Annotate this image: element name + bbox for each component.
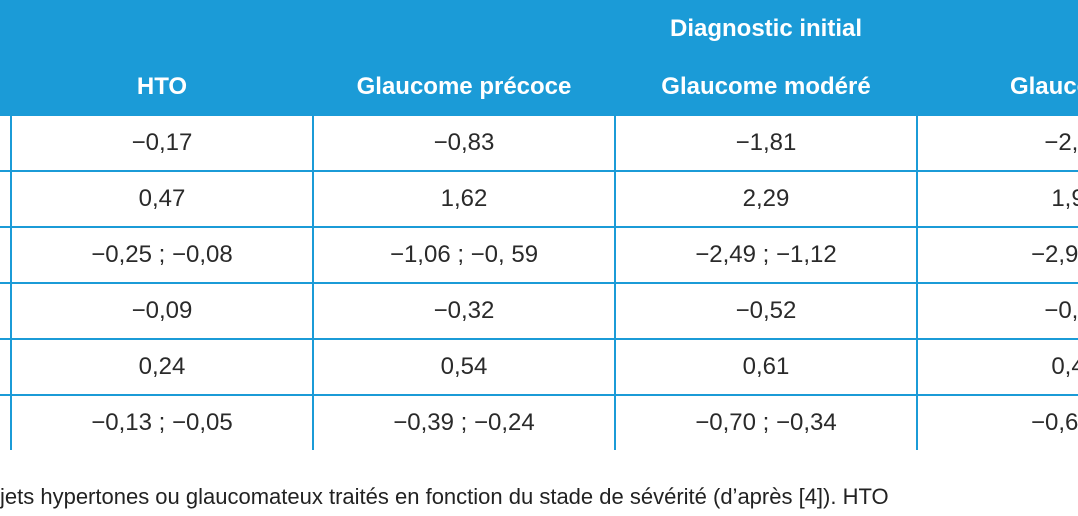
table: Diagnostic initial HTO Glaucome précoce Gla… [0, 0, 1078, 450]
column-header: Glaucome modéré [616, 60, 916, 114]
table-cell: −0,25 ; −0,08 [12, 228, 312, 282]
table-cell: −0,39 ; −0,24 [314, 396, 614, 450]
column-header: Glaucome [918, 60, 1078, 114]
table-cell: −0,5 [918, 284, 1078, 338]
table-cell: 0,4 [918, 340, 1078, 394]
caption: jets hypertones ou glaucomateux traités … [0, 484, 889, 509]
column-header: Glaucome précoce [314, 60, 614, 114]
table-cell: 0,61 [616, 340, 916, 394]
table-cell: −2,95 ; [918, 228, 1078, 282]
row-label-cell [0, 284, 10, 338]
table-cell: −1,06 ; −0, 59 [314, 228, 614, 282]
table-cell: 0,54 [314, 340, 614, 394]
table-cell: −0,13 ; −0,05 [12, 396, 312, 450]
group-header [12, 0, 1078, 58]
row-label-cell [0, 116, 10, 170]
table-cell: −2,3 [918, 116, 1078, 170]
table-cell: −0,52 [616, 284, 916, 338]
table-cell: 2,29 [616, 172, 916, 226]
table-cell: −0,09 [12, 284, 312, 338]
row-label-cell [0, 340, 10, 394]
row-label-cell [0, 228, 10, 282]
row-label-cell [0, 172, 10, 226]
table-cell: −0,17 [12, 116, 312, 170]
column-header: HTO [12, 60, 312, 114]
table-cell: −0,68 ; [918, 396, 1078, 450]
table-cell: 0,24 [12, 340, 312, 394]
group-header-text: Diagnostic initial [669, 15, 863, 42]
table-cell: 1,9 [918, 172, 1078, 226]
table-cell: −0,32 [314, 284, 614, 338]
row-label-cell [0, 396, 10, 450]
table-cell: −2,49 ; −1,12 [616, 228, 916, 282]
table-cell: 1,62 [314, 172, 614, 226]
table-cell: −0,83 [314, 116, 614, 170]
table-cell: −1,81 [616, 116, 916, 170]
table-cell: 0,47 [12, 172, 312, 226]
table-cell: −0,70 ; −0,34 [616, 396, 916, 450]
